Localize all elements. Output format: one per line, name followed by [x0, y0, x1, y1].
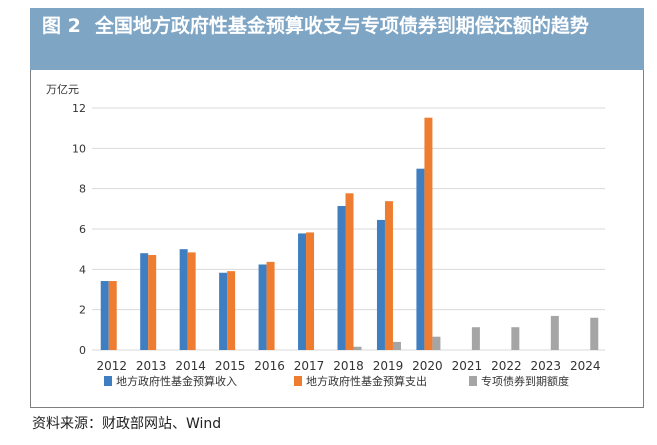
- bar-income: [219, 272, 228, 350]
- source-note: 资料来源：财政部网站、Wind: [32, 416, 222, 432]
- x-tick-label: 2023: [531, 359, 562, 373]
- bar-expenditure: [108, 281, 117, 350]
- bar-maturity: [590, 317, 599, 350]
- y-axis-label: 万亿元: [46, 83, 79, 96]
- x-tick-label: 2022: [491, 359, 522, 373]
- bar-expenditure: [227, 271, 236, 350]
- x-tick-label: 2018: [333, 359, 364, 373]
- bar-expenditure: [345, 193, 354, 350]
- x-tick-label: 2016: [254, 359, 285, 373]
- legend-label: 地方政府性基金预算支出: [306, 374, 427, 388]
- legend-label: 专项债券到期额度: [481, 374, 569, 388]
- x-tick-label: 2019: [373, 359, 404, 373]
- bar-expenditure: [306, 232, 315, 350]
- bar-income: [140, 253, 149, 350]
- y-tick-label: 0: [79, 344, 86, 357]
- legend-swatch: [469, 376, 477, 386]
- x-tick-label: 2013: [136, 359, 167, 373]
- y-tick-label: 10: [72, 142, 86, 155]
- bar-expenditure: [148, 255, 157, 350]
- x-tick-label: 2012: [96, 359, 127, 373]
- bar-expenditure: [424, 117, 433, 351]
- y-tick-label: 8: [79, 183, 86, 196]
- x-tick-label: 2021: [452, 359, 483, 373]
- bar-income: [258, 264, 267, 350]
- y-tick-label: 2: [79, 304, 86, 317]
- bar-maturity: [392, 341, 401, 350]
- x-tick-label: 2015: [215, 359, 246, 373]
- bar-expenditure: [266, 261, 275, 350]
- bar-maturity: [432, 336, 441, 350]
- bar-expenditure: [187, 252, 196, 350]
- bar-maturity: [550, 315, 559, 350]
- chart-title: 图 2 全国地方政府性基金预算收支与专项债券到期偿还额的趋势: [42, 14, 632, 39]
- title-text: 全国地方政府性基金预算收支与专项债券到期偿还额的趋势: [94, 15, 589, 37]
- legend-label: 地方政府性基金预算收入: [116, 374, 237, 388]
- bar-income: [376, 219, 385, 350]
- bar-maturity: [353, 346, 362, 350]
- bar-income: [179, 249, 188, 350]
- bar-maturity: [511, 327, 520, 350]
- figure-label: 图 2: [42, 15, 81, 37]
- bar-income: [100, 281, 109, 350]
- bar-maturity: [471, 327, 480, 350]
- legend-swatch: [294, 376, 302, 386]
- chart-frame: [30, 8, 644, 408]
- y-tick-label: 4: [79, 263, 86, 276]
- x-tick-label: 2020: [412, 359, 443, 373]
- bar-income: [298, 233, 307, 350]
- x-tick-label: 2024: [570, 359, 601, 373]
- y-tick-label: 12: [72, 102, 86, 115]
- bar-expenditure: [384, 201, 393, 350]
- bar-income: [337, 206, 346, 350]
- bar-income: [416, 168, 425, 350]
- x-tick-label: 2014: [175, 359, 206, 373]
- legend-swatch: [104, 376, 112, 386]
- title-bar: 图 2 全国地方政府性基金预算收支与专项债券到期偿还额的趋势: [30, 8, 644, 70]
- y-tick-label: 6: [79, 223, 86, 236]
- x-tick-label: 2017: [294, 359, 325, 373]
